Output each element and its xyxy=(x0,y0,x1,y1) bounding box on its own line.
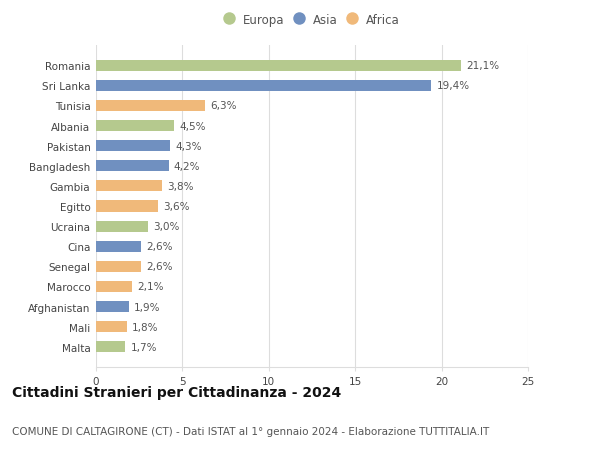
Bar xyxy=(96,81,431,92)
Text: 19,4%: 19,4% xyxy=(436,81,470,91)
Text: 1,7%: 1,7% xyxy=(131,342,157,352)
Text: Cittadini Stranieri per Cittadinanza - 2024: Cittadini Stranieri per Cittadinanza - 2… xyxy=(12,386,341,399)
Bar xyxy=(96,302,129,313)
Text: 4,3%: 4,3% xyxy=(175,141,202,151)
Bar xyxy=(96,61,461,72)
Text: 1,8%: 1,8% xyxy=(132,322,159,332)
Text: 4,5%: 4,5% xyxy=(179,121,205,131)
Bar xyxy=(96,261,141,272)
Text: 3,0%: 3,0% xyxy=(153,222,179,232)
Text: COMUNE DI CALTAGIRONE (CT) - Dati ISTAT al 1° gennaio 2024 - Elaborazione TUTTIT: COMUNE DI CALTAGIRONE (CT) - Dati ISTAT … xyxy=(12,426,489,436)
Text: 3,6%: 3,6% xyxy=(163,202,190,212)
Bar xyxy=(96,121,174,132)
Text: 21,1%: 21,1% xyxy=(466,61,499,71)
Bar xyxy=(96,141,170,152)
Text: 3,8%: 3,8% xyxy=(167,181,193,191)
Bar xyxy=(96,321,127,332)
Text: 2,6%: 2,6% xyxy=(146,262,173,272)
Legend: Europa, Asia, Africa: Europa, Asia, Africa xyxy=(221,10,403,30)
Bar xyxy=(96,101,205,112)
Bar xyxy=(96,181,161,192)
Bar xyxy=(96,221,148,232)
Text: 2,6%: 2,6% xyxy=(146,242,173,252)
Text: 2,1%: 2,1% xyxy=(137,282,164,292)
Text: 1,9%: 1,9% xyxy=(134,302,161,312)
Text: 4,2%: 4,2% xyxy=(174,162,200,171)
Text: 6,3%: 6,3% xyxy=(210,101,236,111)
Bar xyxy=(96,341,125,353)
Bar xyxy=(96,281,132,292)
Bar xyxy=(96,241,141,252)
Bar xyxy=(96,201,158,212)
Bar xyxy=(96,161,169,172)
